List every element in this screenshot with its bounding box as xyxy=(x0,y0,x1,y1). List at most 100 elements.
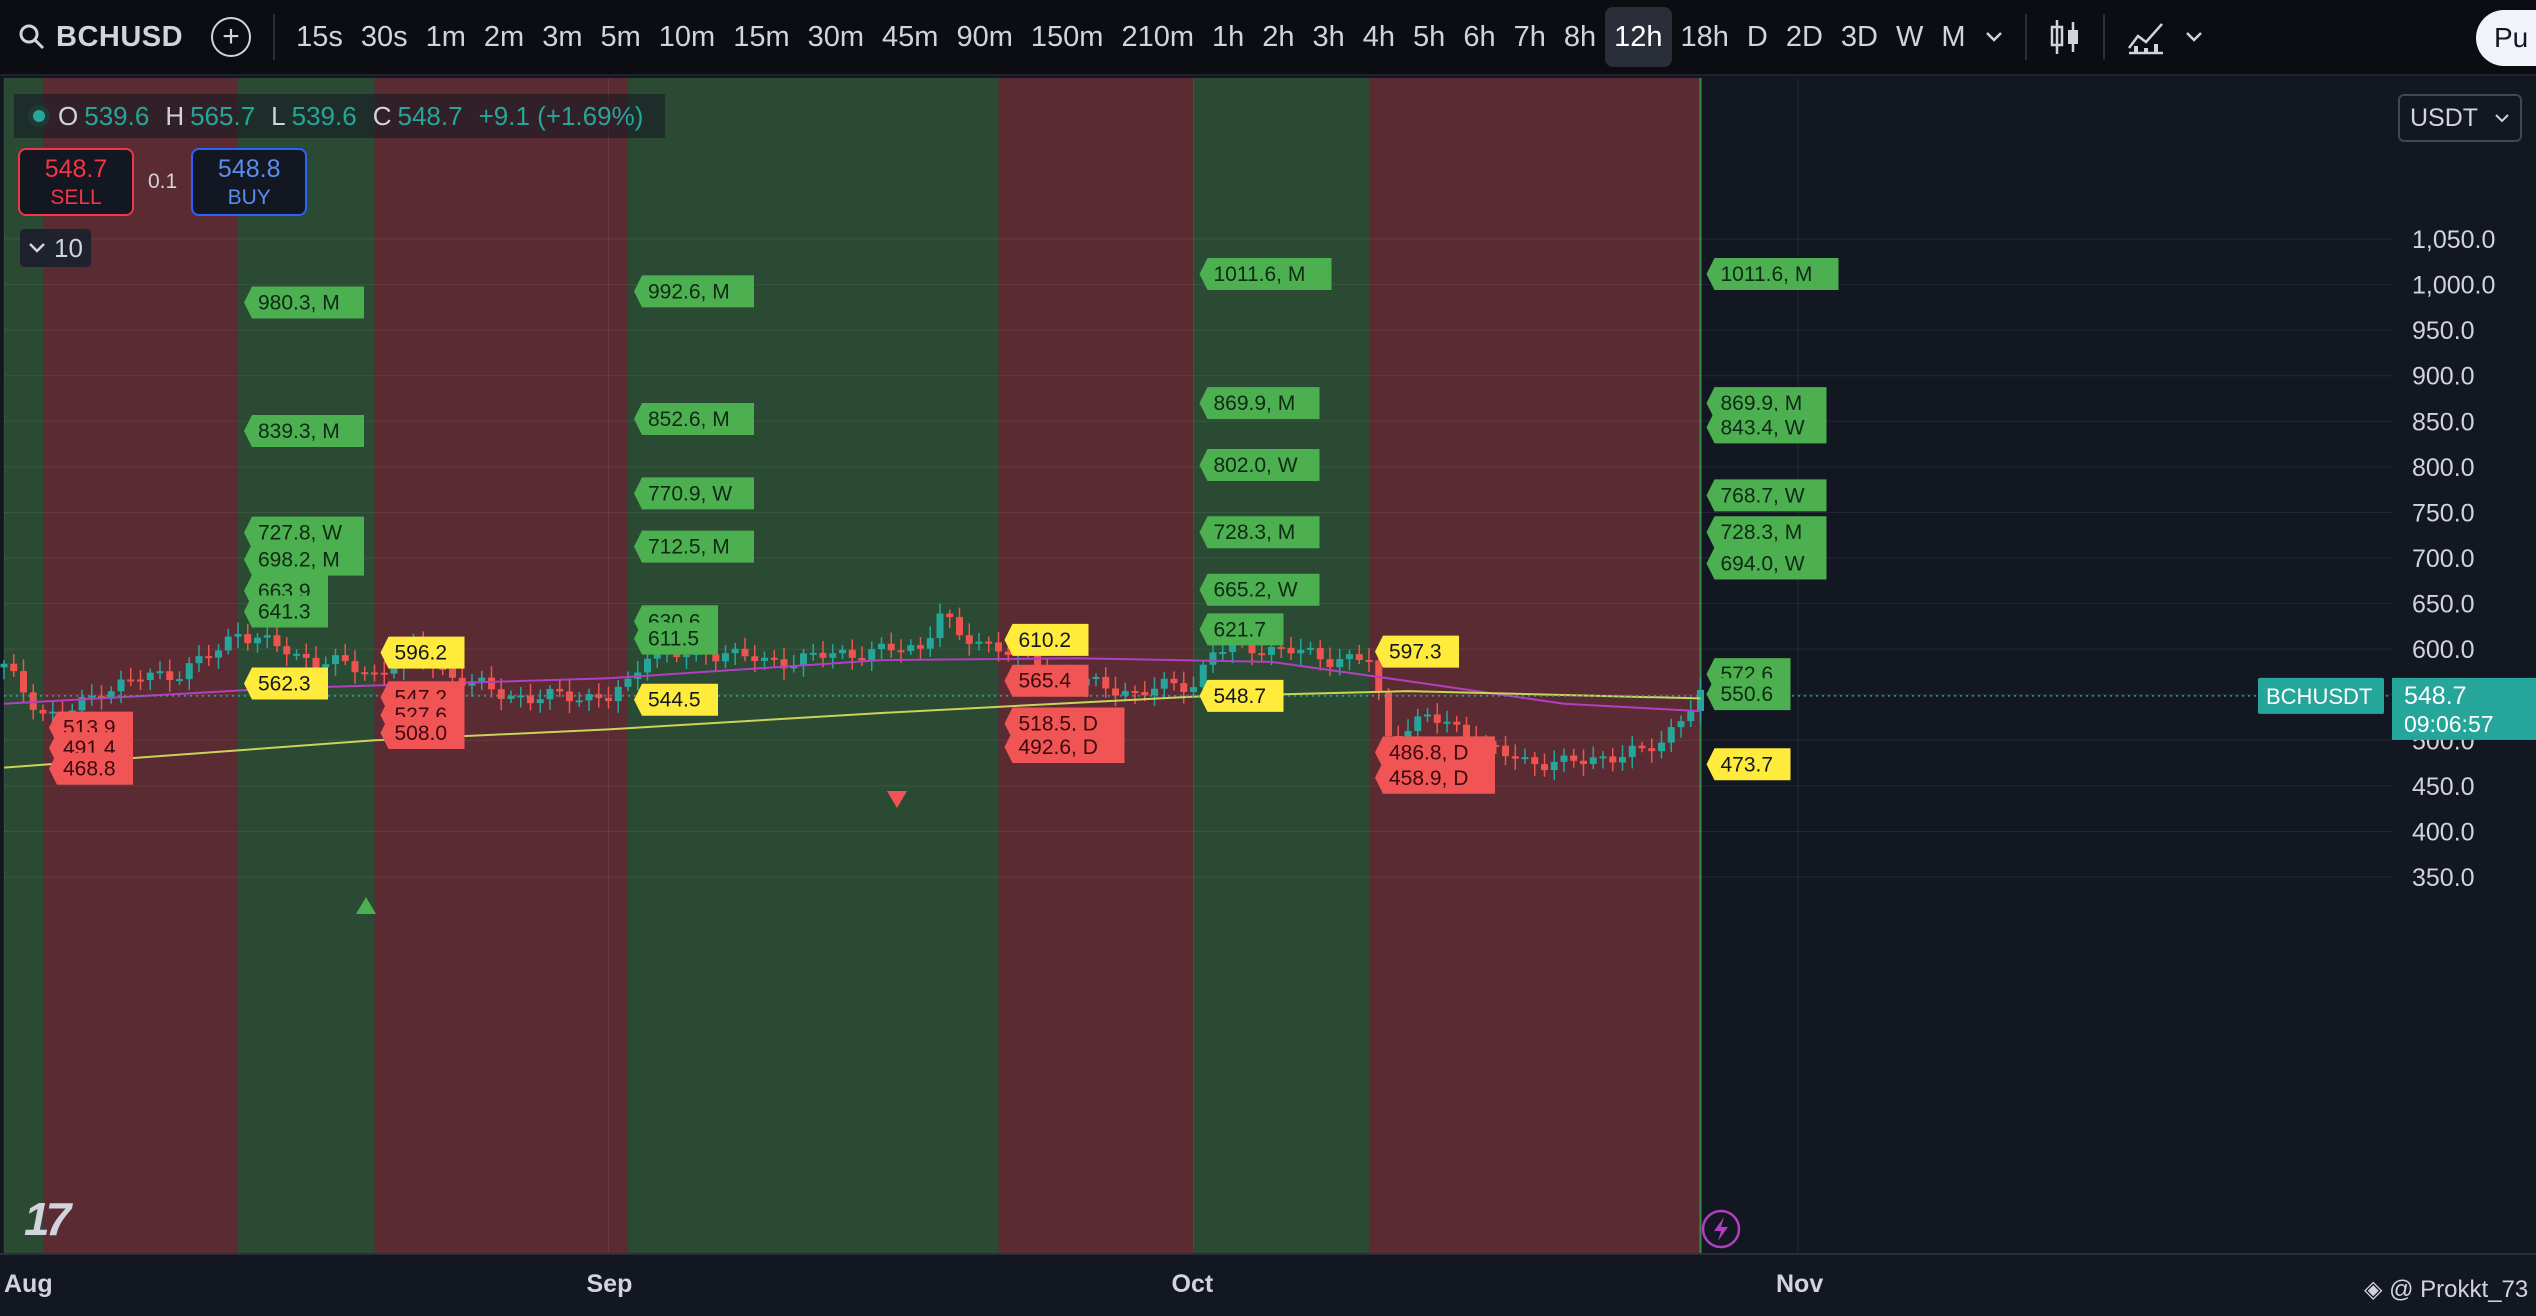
level-label-text: 641.3 xyxy=(258,601,311,624)
interval-15s[interactable]: 15s xyxy=(296,20,343,53)
indicators-button[interactable] xyxy=(2117,7,2175,67)
price-tick-label: 700.0 xyxy=(2412,545,2475,573)
add-symbol-button[interactable]: + xyxy=(211,17,252,57)
level-label-text: 610.2 xyxy=(1019,629,1072,652)
interval-1h[interactable]: 1h xyxy=(1211,20,1245,53)
candle xyxy=(507,690,515,704)
candle xyxy=(273,623,281,653)
level-label: 544.5 xyxy=(634,683,718,716)
interval-5m[interactable]: 5m xyxy=(600,20,641,53)
time-tick-label: Oct xyxy=(1172,1270,1214,1298)
candle xyxy=(1521,748,1529,764)
currency-select[interactable]: USDT xyxy=(2398,94,2522,142)
interval-2m[interactable]: 2m xyxy=(483,20,525,53)
candle xyxy=(1170,671,1178,691)
candle xyxy=(809,643,817,661)
buy-button[interactable]: 548.8 BUY xyxy=(191,148,308,216)
level-label: 611.5 xyxy=(634,622,718,655)
indicators-menu-button[interactable] xyxy=(2175,7,2213,67)
candle xyxy=(205,644,213,666)
interval-12h[interactable]: 12h xyxy=(1605,7,1672,67)
publish-button[interactable]: Pu xyxy=(2476,10,2536,66)
interval-18h[interactable]: 18h xyxy=(1680,20,1729,53)
buy-signal-arrow-icon xyxy=(356,897,376,914)
interval-150m[interactable]: 150m xyxy=(1030,20,1104,53)
interval-3h[interactable]: 3h xyxy=(1312,20,1345,53)
candle xyxy=(556,679,564,698)
interval-7h[interactable]: 7h xyxy=(1513,20,1546,53)
indicators-toggle[interactable]: 10 xyxy=(20,229,91,267)
candle xyxy=(293,649,300,661)
level-label: 486.8, D xyxy=(1375,736,1495,769)
interval-2d[interactable]: 2D xyxy=(1785,20,1823,53)
level-label-text: 473.7 xyxy=(1721,753,1774,776)
candle xyxy=(878,637,885,659)
more-intervals-button[interactable] xyxy=(1975,7,2013,67)
candle xyxy=(722,645,729,669)
candle xyxy=(146,668,154,691)
candle xyxy=(1638,741,1646,753)
candle xyxy=(1141,681,1149,702)
interval-5h[interactable]: 5h xyxy=(1413,20,1446,53)
interval-4h[interactable]: 4h xyxy=(1362,20,1396,53)
candle xyxy=(166,659,174,692)
chevron-down-icon xyxy=(2185,32,2202,42)
level-label-text: 665.2, W xyxy=(1214,579,1298,602)
interval-1m[interactable]: 1m xyxy=(425,20,466,53)
interval-15m[interactable]: 15m xyxy=(733,20,790,53)
price-axis: 350.0400.0450.0500.0550.0600.0650.0700.0… xyxy=(2412,226,2495,892)
interval-3d[interactable]: 3D xyxy=(1840,20,1878,53)
candle xyxy=(1511,744,1519,770)
level-label: 492.6, D xyxy=(1004,731,1125,764)
interval-6h[interactable]: 6h xyxy=(1463,20,1496,53)
interval-30s[interactable]: 30s xyxy=(360,20,408,53)
chart-type-button[interactable] xyxy=(2039,7,2091,67)
interval-8h[interactable]: 8h xyxy=(1563,20,1597,53)
interval-45m[interactable]: 45m xyxy=(882,20,939,53)
candle xyxy=(1580,749,1587,776)
candle xyxy=(380,660,388,685)
candle xyxy=(741,637,749,662)
candle xyxy=(1287,636,1295,660)
candle xyxy=(1658,730,1665,759)
interval-3m[interactable]: 3m xyxy=(542,20,583,53)
moving-average-slow xyxy=(3,690,1701,769)
level-label: 698.2, M xyxy=(244,543,364,576)
sell-button[interactable]: 548.7 SELL xyxy=(18,148,134,216)
symbol-tag xyxy=(2258,677,2384,714)
level-label-text: 548.7 xyxy=(1214,685,1267,708)
interval-m[interactable]: M xyxy=(1941,20,1966,53)
candle xyxy=(1316,640,1324,671)
candle xyxy=(341,643,349,666)
level-label-text: 869.9, M xyxy=(1214,392,1296,415)
level-label: 1011.6, M xyxy=(1706,258,1839,291)
interval-w[interactable]: W xyxy=(1896,20,1924,53)
interval-list: 15s 30s 1m 2m 3m 5m 10m 15m 30m 45m 90m 150m 210m 1h 2… xyxy=(287,7,1974,67)
level-label: 458.9, D xyxy=(1375,761,1495,794)
level-label-text: 458.9, D xyxy=(1389,767,1468,790)
candle xyxy=(263,626,271,649)
open-value: 539.6 xyxy=(84,100,150,131)
level-label: 694.0, W xyxy=(1706,547,1827,580)
interval-30m[interactable]: 30m xyxy=(807,20,865,53)
interval-10m[interactable]: 10m xyxy=(658,20,716,53)
symbol-search[interactable]: BCHUSD xyxy=(0,0,201,75)
candle xyxy=(1326,647,1334,677)
level-label-text: 698.2, M xyxy=(258,549,340,572)
order-quantity[interactable]: 0.1 xyxy=(148,170,178,193)
interval-d[interactable]: D xyxy=(1746,20,1768,53)
tradingview-logo: 17 xyxy=(24,1193,71,1245)
interval-2h[interactable]: 2h xyxy=(1262,20,1295,53)
level-label: 508.0 xyxy=(380,717,465,750)
interval-90m[interactable]: 90m xyxy=(956,20,1013,53)
interval-210m[interactable]: 210m xyxy=(1121,20,1194,53)
toolbar-divider xyxy=(2102,14,2105,60)
lightning-icon[interactable] xyxy=(1701,1209,1741,1249)
close-value: 548.7 xyxy=(397,100,463,131)
level-label: 770.9, W xyxy=(634,477,754,510)
candle xyxy=(156,661,164,680)
trend-zone-bear xyxy=(43,78,238,1254)
candle xyxy=(478,670,486,691)
